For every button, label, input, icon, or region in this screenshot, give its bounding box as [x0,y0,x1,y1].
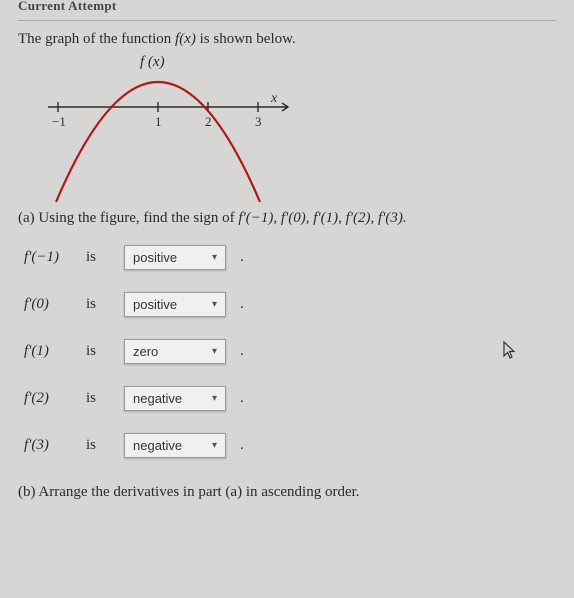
derivative-rows: f'(−1) is positive ▾ . f'(0) is positive… [24,245,556,458]
select-value: positive [133,297,177,312]
select-value: positive [133,250,177,265]
header-fragment: Current Attempt [18,0,117,14]
chevron-down-icon: ▾ [212,299,217,310]
row-label: f'(3) [24,437,76,454]
row-fprime-neg1: f'(−1) is positive ▾ . [24,245,556,270]
part-b-text: (b) Arrange the derivatives in part (a) … [18,484,556,501]
sign-select-2[interactable]: negative ▾ [124,386,226,411]
part-a-pre: (a) Using the figure, find the sign of [18,210,238,226]
svg-text:−1: −1 [52,114,66,129]
row-fprime-2: f'(2) is negative ▾ . [24,386,556,411]
row-label: f'(0) [24,296,76,313]
row-is: is [86,437,114,454]
period: . [240,390,244,407]
function-graph: −1 1 2 3 x f (x) [38,52,298,202]
sign-select-neg1[interactable]: positive ▾ [124,245,226,270]
svg-text:x: x [270,91,278,106]
intro-pre: The graph of the function [18,31,175,47]
sign-select-3[interactable]: negative ▾ [124,433,226,458]
chevron-down-icon: ▾ [212,440,217,451]
select-value: zero [133,344,158,359]
period: . [240,437,244,454]
row-label: f'(2) [24,390,76,407]
svg-text:1: 1 [155,114,162,129]
select-value: negative [133,438,182,453]
period: . [240,296,244,313]
row-label: f'(−1) [24,249,76,266]
row-is: is [86,343,114,360]
select-value: negative [133,391,182,406]
divider [18,20,556,21]
row-fprime-1: f'(1) is zero ▾ . [24,339,556,364]
intro-fn: f(x) [175,31,196,47]
period: . [240,249,244,266]
svg-text:f (x): f (x) [140,54,165,70]
chevron-down-icon: ▾ [212,393,217,404]
part-a-text: (a) Using the figure, find the sign of f… [18,210,556,227]
svg-text:2: 2 [205,114,212,129]
sign-select-1[interactable]: zero ▾ [124,339,226,364]
sign-select-0[interactable]: positive ▾ [124,292,226,317]
period: . [240,343,244,360]
row-fprime-3: f'(3) is negative ▾ . [24,433,556,458]
intro-text: The graph of the function f(x) is shown … [18,31,556,48]
chevron-down-icon: ▾ [212,252,217,263]
row-label: f'(1) [24,343,76,360]
intro-post: is shown below. [196,31,296,47]
row-fprime-0: f'(0) is positive ▾ . [24,292,556,317]
svg-text:3: 3 [255,114,262,129]
row-is: is [86,390,114,407]
part-a-fn: f'(−1), f'(0), f'(1), f'(2), f'(3). [238,210,406,226]
chevron-down-icon: ▾ [212,346,217,357]
row-is: is [86,296,114,313]
row-is: is [86,249,114,266]
